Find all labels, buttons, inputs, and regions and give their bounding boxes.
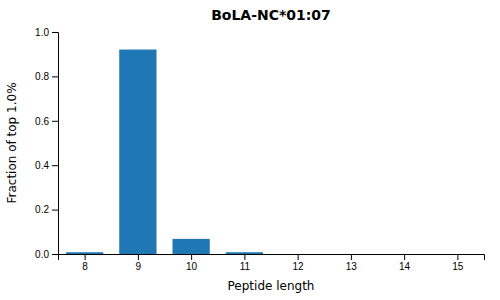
y-tick-mark (52, 165, 58, 166)
x-tick: 8 (82, 254, 88, 272)
y-tick-label: 0.2 (35, 204, 49, 215)
x-tick: 12 (293, 254, 305, 272)
bar (119, 50, 156, 254)
y-axis-title: Fraction of top 1.0% (5, 82, 19, 203)
y-axis: 0.0 0.2 0.4 0.6 0.8 1.0 (35, 27, 58, 260)
y-tick-mark (52, 32, 58, 33)
bar (172, 239, 209, 254)
x-tick: 14 (399, 254, 411, 272)
y-tick-label: 0.8 (35, 71, 49, 82)
x-tick-label: 11 (240, 261, 251, 272)
x-tick-label: 15 (452, 261, 464, 272)
x-axis-title: Peptide length (228, 279, 315, 293)
bar (226, 252, 263, 254)
y-axis-line (52, 33, 59, 255)
y-tick-mark (52, 210, 58, 211)
y-tick: 0.4 (35, 160, 58, 171)
y-tick: 0.6 (35, 116, 58, 127)
x-tick-label: 12 (293, 261, 305, 272)
x-tick-mark (404, 254, 405, 260)
plot: 8 9 10 11 12 13 14 15 0.0 0.2 0.4 0.6 0.8 1.0 (35, 27, 484, 272)
x-tick: 10 (186, 254, 198, 272)
title: BoLA-NC*01:07 (211, 7, 331, 23)
y-tick: 0.2 (35, 204, 58, 215)
x-axis-line (59, 255, 485, 261)
x-tick-mark (138, 254, 139, 260)
x-tick: 9 (136, 254, 142, 272)
x-tick: 13 (346, 254, 358, 272)
x-axis: 8 9 10 11 12 13 14 15 (59, 254, 485, 272)
y-tick: 1.0 (35, 27, 58, 38)
bar (332, 254, 369, 255)
x-tick-mark (298, 254, 299, 260)
bar (279, 254, 316, 255)
y-tick-mark (52, 121, 58, 122)
x-tick-mark (457, 254, 458, 260)
y-tick: 0.0 (35, 249, 58, 260)
x-tick-label: 8 (82, 261, 88, 272)
x-tick-mark (85, 254, 86, 260)
y-tick-label: 0.4 (35, 160, 49, 171)
y-tick-label: 0.0 (35, 249, 49, 260)
chart: 8 9 10 11 12 13 14 15 0.0 0.2 0.4 0.6 0.8 1.0 BoLA-NC*… (0, 0, 500, 300)
y-tick-mark (52, 254, 58, 255)
x-tick-label: 10 (186, 261, 198, 272)
y-tick-label: 0.6 (35, 116, 49, 127)
bar (66, 252, 103, 254)
x-tick-mark (191, 254, 192, 260)
x-tick-mark (244, 254, 245, 260)
x-tick-label: 14 (399, 261, 411, 272)
x-tick-label: 13 (346, 261, 358, 272)
y-tick-label: 1.0 (35, 27, 49, 38)
x-tick-label: 9 (136, 261, 142, 272)
y-tick-mark (52, 76, 58, 77)
x-tick: 11 (240, 254, 251, 272)
y-tick: 0.8 (35, 71, 58, 82)
x-tick-mark (351, 254, 352, 260)
x-tick: 15 (452, 254, 464, 272)
bar (385, 254, 422, 255)
bar (439, 254, 476, 255)
bars (66, 50, 263, 254)
